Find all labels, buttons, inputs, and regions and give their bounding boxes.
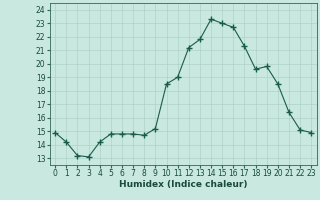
X-axis label: Humidex (Indice chaleur): Humidex (Indice chaleur) [119, 180, 247, 189]
